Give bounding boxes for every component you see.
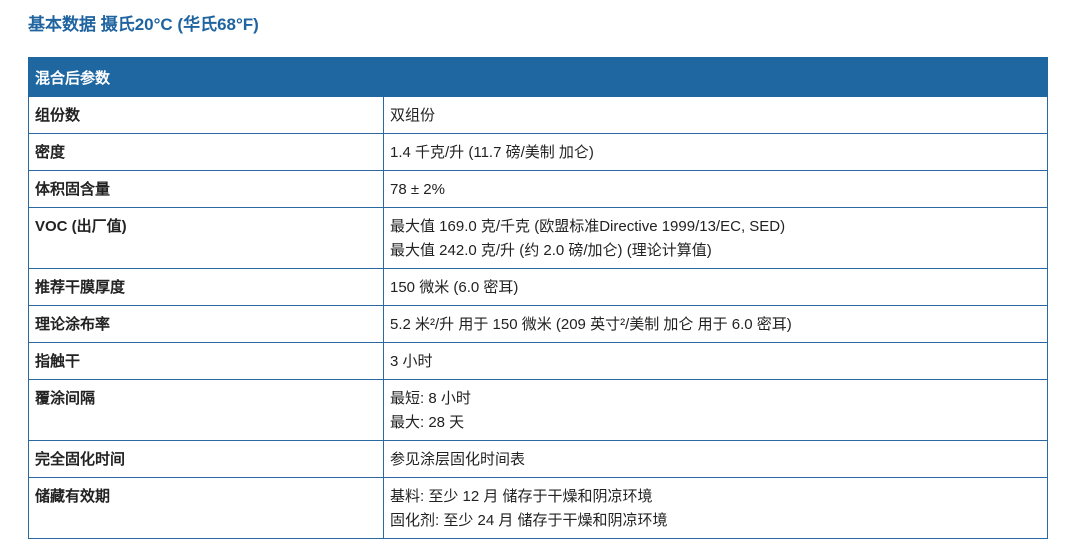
property-value: 1.4 千克/升 (11.7 磅/美制 加仑) (383, 133, 1048, 171)
property-value: 基料: 至少 12 月 储存于干燥和阴凉环境 固化剂: 至少 24 月 储存于干燥… (383, 477, 1048, 539)
table-row: 密度 1.4 千克/升 (11.7 磅/美制 加仑) (28, 133, 1048, 171)
table-row: 覆涂间隔 最短: 8 小时 最大: 28 天 (28, 379, 1048, 441)
property-label: 理论涂布率 (28, 305, 384, 343)
property-label: 密度 (28, 133, 384, 171)
value-line: 基料: 至少 12 月 储存于干燥和阴凉环境 (390, 488, 653, 505)
value-line: 5.2 米²/升 用于 150 微米 (209 英寸²/美制 加仑 用于 6.0… (390, 316, 792, 333)
property-value: 5.2 米²/升 用于 150 微米 (209 英寸²/美制 加仑 用于 6.0… (383, 305, 1048, 343)
mixed-properties-table: 混合后参数 组份数 双组份 密度 1.4 千克/升 (11.7 磅/美制 加仑) 体积固… (28, 57, 1048, 539)
value-line: 3 小时 (390, 353, 433, 370)
table-row: VOC (出厂值) 最大值 169.0 克/千克 (欧盟标准Directive 1… (28, 207, 1048, 269)
value-line: 最大: 28 天 (390, 414, 465, 431)
table-row: 完全固化时间 参见涂层固化时间表 (28, 440, 1048, 478)
value-line: 78 ± 2% (390, 181, 445, 198)
table-row: 组份数 双组份 (28, 96, 1048, 134)
property-value: 最短: 8 小时 最大: 28 天 (383, 379, 1048, 441)
property-label: 完全固化时间 (28, 440, 384, 478)
property-label: 指触干 (28, 342, 384, 380)
property-label: 推荐干膜厚度 (28, 268, 384, 306)
table-row: 理论涂布率 5.2 米²/升 用于 150 微米 (209 英寸²/美制 加仑 用… (28, 305, 1048, 343)
property-value: 双组份 (383, 96, 1048, 134)
value-line: 150 微米 (6.0 密耳) (390, 279, 519, 296)
value-line: 最大值 169.0 克/千克 (欧盟标准Directive 1999/13/EC… (390, 218, 786, 235)
table-row: 推荐干膜厚度 150 微米 (6.0 密耳) (28, 268, 1048, 306)
value-line: 最大值 242.0 克/升 (约 2.0 磅/加仑) (理论计算值) (390, 242, 712, 259)
property-label: 组份数 (28, 96, 384, 134)
table-row: 指触干 3 小时 (28, 342, 1048, 380)
property-label: 体积固含量 (28, 170, 384, 208)
property-value: 150 微米 (6.0 密耳) (383, 268, 1048, 306)
value-line: 固化剂: 至少 24 月 储存于干燥和阴凉环境 (390, 512, 668, 529)
property-label: 覆涂间隔 (28, 379, 384, 441)
property-value: 78 ± 2% (383, 170, 1048, 208)
table-header: 混合后参数 (28, 57, 1048, 97)
section-title: 基本数据 摄氏20°C (华氏68°F) (28, 15, 259, 34)
property-value: 3 小时 (383, 342, 1048, 380)
value-line: 参见涂层固化时间表 (390, 451, 526, 468)
table-row: 储藏有效期 基料: 至少 12 月 储存于干燥和阴凉环境 固化剂: 至少 24 月 … (28, 477, 1048, 539)
property-value: 最大值 169.0 克/千克 (欧盟标准Directive 1999/13/EC… (383, 207, 1048, 269)
value-line: 最短: 8 小时 (390, 390, 471, 407)
property-value: 参见涂层固化时间表 (383, 440, 1048, 478)
value-line: 1.4 千克/升 (11.7 磅/美制 加仑) (390, 144, 594, 161)
value-line: 双组份 (390, 107, 436, 124)
property-label: 储藏有效期 (28, 477, 384, 539)
property-label: VOC (出厂值) (28, 207, 384, 269)
table-row: 体积固含量 78 ± 2% (28, 170, 1048, 208)
